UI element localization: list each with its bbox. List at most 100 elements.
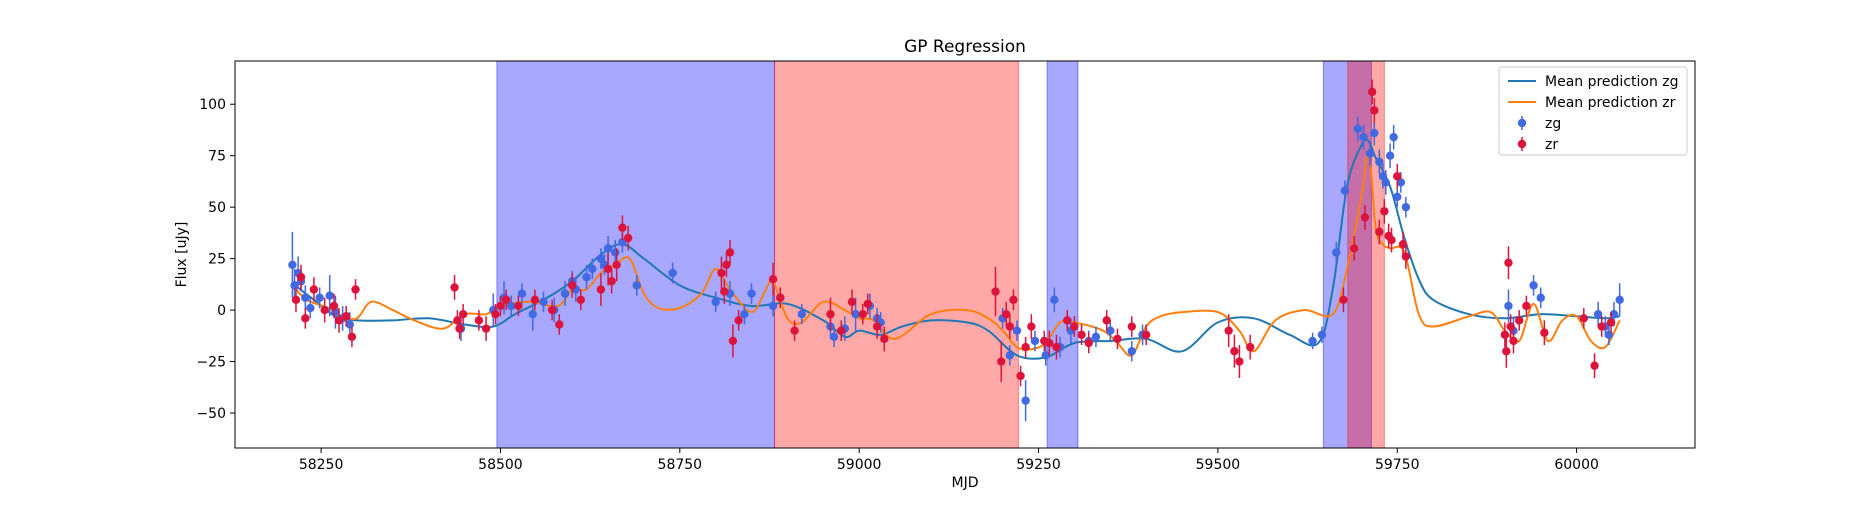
zr-data-point — [1077, 324, 1086, 346]
zg-data-point — [1340, 180, 1350, 201]
zg-data-point — [582, 264, 591, 290]
y-tick-label: 50 — [208, 200, 226, 216]
zg-marker — [1401, 202, 1411, 212]
legend-marker-zg — [1517, 118, 1527, 128]
zg-marker — [560, 289, 570, 298]
zg-data-point — [539, 291, 548, 313]
zr-marker — [1522, 301, 1531, 311]
zg-marker — [528, 309, 537, 319]
zg-marker — [1365, 149, 1375, 158]
zr-marker — [1597, 322, 1606, 331]
zr-data-point — [334, 308, 344, 333]
legend-label-zr: zr — [1545, 137, 1558, 153]
zr-data-point — [547, 299, 557, 321]
zr-marker — [596, 285, 606, 294]
zg-data-point — [829, 326, 839, 348]
zg-marker — [1091, 332, 1101, 342]
zr-marker — [872, 322, 882, 331]
zr-data-point — [1579, 308, 1588, 329]
zr-marker — [734, 316, 743, 325]
zr-data-point — [1339, 287, 1348, 313]
zr-data-point — [1102, 310, 1111, 331]
zr-data-point — [491, 303, 500, 325]
legend: Mean prediction zg Mean prediction zr zg… — [1498, 66, 1688, 156]
zg-data-point — [1091, 326, 1101, 348]
x-tick-label: 58250 — [299, 457, 344, 473]
zg-data-point — [1317, 326, 1327, 344]
zg-marker — [1012, 326, 1022, 335]
zg-data-point — [1504, 289, 1513, 323]
zg-marker — [325, 291, 334, 300]
zr-marker — [458, 309, 468, 319]
zg-data-point — [325, 275, 334, 317]
zg-marker — [1340, 186, 1350, 195]
zg-marker — [1389, 132, 1398, 142]
zr-data-point — [1127, 316, 1137, 337]
zg-data-point — [507, 295, 516, 317]
zr-data-point — [555, 314, 564, 335]
zr-data-point — [1230, 334, 1239, 368]
zg-marker — [1021, 396, 1030, 405]
zg-data-point — [668, 262, 677, 284]
x-tick-label: 59000 — [837, 457, 882, 473]
zr-marker — [1084, 338, 1093, 348]
zr-marker — [496, 301, 505, 311]
zr-data-point — [1606, 312, 1616, 333]
zr-marker — [334, 316, 344, 325]
zr-marker — [847, 297, 857, 307]
zr-data-point — [291, 287, 301, 313]
zg-data-point — [1041, 345, 1050, 366]
zr-marker — [1500, 330, 1510, 339]
zg-data-point — [1381, 170, 1390, 195]
zr-data-point — [1009, 289, 1018, 311]
zr-data-point — [320, 297, 329, 323]
zr-data-point — [847, 289, 857, 315]
zr-marker — [547, 305, 557, 315]
zr-marker — [1579, 314, 1588, 323]
zr-data-point — [1052, 334, 1061, 360]
zg-data-point — [632, 275, 641, 296]
zg-marker — [582, 272, 591, 282]
zg-marker — [1370, 128, 1379, 138]
zr-data-point — [1016, 365, 1025, 387]
zr-data-point — [342, 305, 351, 327]
zg-marker — [768, 301, 778, 311]
zr-data-point — [1045, 330, 1054, 356]
plot-frame — [234, 60, 1696, 449]
zr-data-point — [880, 326, 889, 352]
zg-data-point — [560, 281, 570, 306]
zg-marker — [668, 268, 677, 278]
zg-data-point — [1308, 332, 1317, 350]
zg-data-point — [1615, 283, 1624, 317]
zr-marker — [347, 332, 357, 342]
zr-data-point — [1540, 320, 1549, 346]
zr-marker — [1590, 361, 1599, 370]
zr-data-point — [514, 295, 523, 317]
zg-marker — [1030, 336, 1040, 346]
zr-data-point — [1063, 310, 1072, 331]
zg-data-point — [1359, 124, 1368, 150]
zr-marker — [1350, 244, 1359, 253]
zr-data-point — [1522, 295, 1531, 317]
zg-data-point — [306, 297, 315, 319]
zr-marker — [863, 299, 872, 309]
zg-data-point — [1332, 242, 1341, 263]
zg-marker — [1317, 330, 1327, 339]
legend-swatch-zr — [1517, 137, 1527, 151]
zr-marker — [880, 334, 889, 344]
zg-data-point — [797, 303, 806, 325]
zr-data-point — [347, 326, 357, 348]
zr-data-point — [329, 293, 339, 319]
zg-marker — [288, 260, 297, 269]
y-axis-label: Flux [uJy] — [174, 222, 190, 288]
zr-marker — [1141, 330, 1151, 339]
zr-marker — [1380, 207, 1389, 216]
zr-marker — [1070, 322, 1079, 331]
x-tick-label: 60000 — [1554, 457, 1599, 473]
zr-marker — [1224, 326, 1233, 335]
legend-label-mean-zr: Mean prediction zr — [1545, 95, 1676, 111]
zg-marker — [1536, 293, 1545, 302]
zg-marker — [851, 309, 860, 319]
zg-data-point — [1536, 287, 1545, 309]
zr-data-point — [725, 240, 735, 265]
